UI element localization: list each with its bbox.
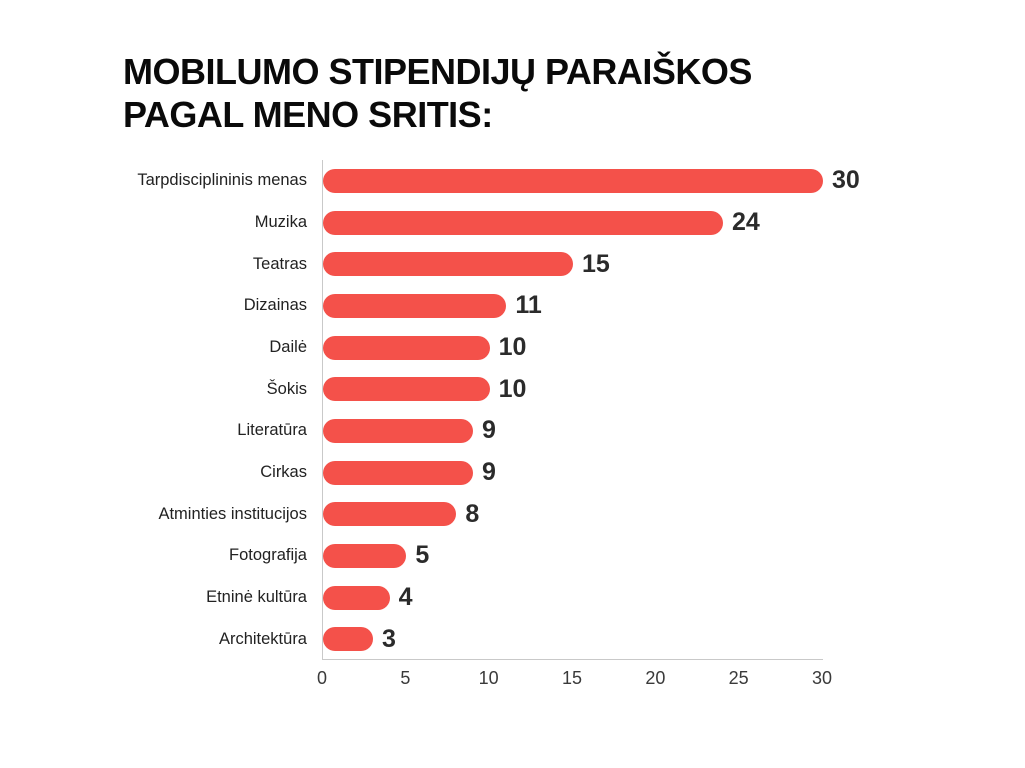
chart-row: Muzika 24: [0, 202, 1025, 244]
x-tick-label: 15: [561, 668, 583, 688]
chart-row: Atminties institucijos 8: [0, 493, 1025, 535]
category-label: Muzika: [254, 213, 307, 231]
bar: [323, 335, 490, 360]
category-label: Etninė kultūra: [206, 588, 307, 607]
bar: [323, 627, 373, 652]
chart-row: Cirkas 9: [0, 452, 1025, 494]
chart-row: Etninė kultūra 4: [0, 577, 1025, 619]
category-label: Atminties institucijos: [158, 504, 307, 523]
value-label: 10: [498, 374, 527, 403]
value-label: 9: [482, 416, 496, 445]
category-label: Šokis: [266, 379, 307, 398]
category-label: Fotografija: [229, 546, 307, 565]
chart-title-line2: PAGAL MENO SRITIS:: [123, 94, 493, 136]
category-label: Tarpdisciplininis menas: [137, 171, 307, 190]
chart-title-line1: MOBILUMO STIPENDIJŲ PARAIŠKOS: [123, 51, 752, 92]
x-tick-label: 30: [811, 668, 833, 688]
value-label: 10: [498, 333, 527, 362]
x-tick-label: 0: [316, 668, 328, 688]
bar: [323, 377, 490, 402]
x-axis-ticks: 0 5 10 15 20 25 30: [0, 668, 1025, 692]
value-label: 24: [732, 208, 760, 236]
category-label: Dailė: [269, 338, 307, 357]
chart-row: Dailė 10: [0, 327, 1025, 369]
bar: [323, 543, 407, 568]
bar: [323, 293, 507, 318]
x-tick-label: 5: [400, 668, 411, 688]
category-label: Cirkas: [260, 463, 307, 482]
value-label: 8: [465, 499, 480, 528]
chart-row: Dizainas 11: [0, 285, 1025, 327]
bar: [323, 585, 390, 610]
chart-row: Teatras 15: [0, 243, 1025, 285]
value-label: 5: [415, 541, 430, 570]
category-label: Architektūra: [218, 629, 307, 648]
chart-row: Literatūra 9: [0, 410, 1025, 452]
category-label: Teatras: [252, 254, 307, 273]
value-label: 30: [832, 166, 860, 195]
bar: [323, 252, 573, 277]
bar: [323, 502, 457, 527]
category-label: Dizainas: [243, 296, 307, 315]
bar-chart: Tarpdisciplininis menas 30 Muzika 24 Teatras…: [0, 160, 1025, 660]
chart-row: Fotografija 5: [0, 535, 1025, 577]
value-label: 11: [515, 291, 542, 320]
chart-row: Tarpdisciplininis menas 30: [0, 160, 1025, 202]
chart-row: Šokis 10: [0, 368, 1025, 410]
bar: [323, 168, 823, 193]
bar: [323, 210, 723, 235]
value-label: 15: [582, 249, 610, 278]
bar: [323, 418, 473, 443]
x-axis-line: [322, 659, 823, 660]
x-tick-label: 20: [645, 668, 666, 688]
value-label: 9: [482, 458, 496, 487]
x-tick-label: 10: [478, 668, 499, 688]
y-axis-line: [322, 160, 323, 660]
x-tick-label: 25: [728, 668, 749, 688]
bar: [323, 460, 473, 485]
category-label: Literatūra: [237, 421, 307, 440]
value-label: 3: [382, 624, 396, 653]
value-label: 4: [398, 583, 413, 612]
chart-row: Architektūra 3: [0, 618, 1025, 660]
chart-title: MOBILUMO STIPENDIJŲ PARAIŠKOS PAGAL MENO…: [123, 50, 752, 136]
